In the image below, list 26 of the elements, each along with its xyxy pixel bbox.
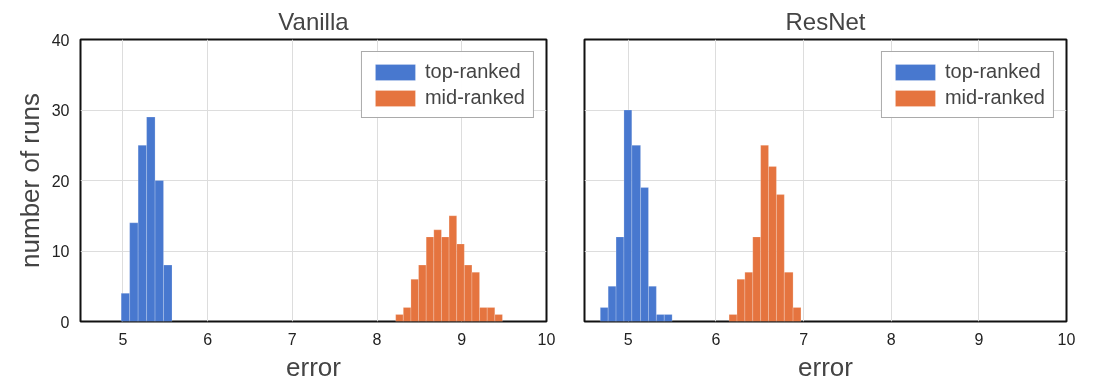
legend-label: top-ranked [944,60,1041,83]
y-tick-label: 30 [51,102,70,119]
x-tick-label: 10 [1057,330,1076,348]
y-tick-label: 20 [51,172,70,190]
legend-label: top-ranked [424,60,521,83]
x-tick-label: 7 [287,330,297,348]
x-tick-label: 5 [623,330,633,348]
chart-title: ResNet [785,7,866,35]
chart-title: Vanilla [278,7,350,35]
x-tick-label: 10 [537,330,556,348]
x-tick-label: 5 [118,330,128,348]
legend-label: mid-ranked [424,86,525,109]
legend-label: mid-ranked [944,86,1045,109]
x-axis-title: error [286,351,342,382]
y-tick-label: 10 [51,243,70,260]
y-tick-label: 40 [51,31,70,49]
x-tick-label: 9 [457,330,467,348]
x-tick-label: 7 [799,330,809,348]
x-tick-label: 9 [974,330,984,348]
x-tick-label: 8 [372,330,382,348]
y-tick-label: 0 [60,313,70,331]
x-tick-label: 8 [886,330,896,348]
x-tick-label: 6 [711,330,721,348]
y-axis-title: number of runs [14,93,45,268]
x-tick-label: 6 [203,330,213,348]
x-axis-title: error [798,351,854,382]
